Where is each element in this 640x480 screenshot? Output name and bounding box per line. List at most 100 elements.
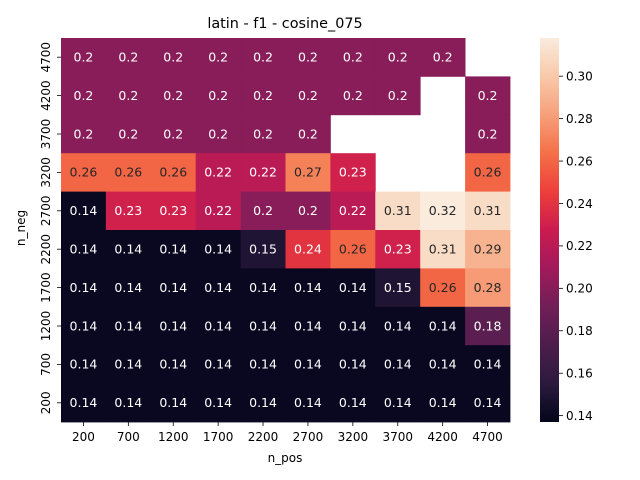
y-tick-label: 3200 xyxy=(39,157,53,188)
cell-value-label: 0.29 xyxy=(474,242,502,257)
x-axis: 200 700 1200 1700 2200 2700 3200 3700 4200 4700 xyxy=(72,422,503,444)
cell-value-label: 0.23 xyxy=(339,165,367,180)
x-tick-label: 200 xyxy=(72,430,95,444)
colorbar-tick-label: 0.20 xyxy=(566,282,593,296)
cell-value-label: 0.2 xyxy=(298,203,318,218)
heatmap-cell xyxy=(61,345,107,384)
heatmap-cell xyxy=(420,345,466,384)
heatmap-cell xyxy=(105,383,152,423)
cell-value-label: 0.2 xyxy=(163,50,183,65)
cell-value-label: 0.2 xyxy=(253,126,273,141)
cell-value-label: 0.14 xyxy=(429,395,457,410)
heatmap-cell xyxy=(285,153,331,192)
heatmap-cell xyxy=(330,345,376,384)
heatmap-cell xyxy=(150,153,197,192)
cell-value-label: 0.14 xyxy=(204,357,232,372)
heatmap-cell xyxy=(61,76,107,116)
cell-value-label: 0.14 xyxy=(474,395,502,410)
heatmap-cell xyxy=(150,268,197,308)
cell-value-label: 0.14 xyxy=(114,242,142,257)
cell-value-label: 0.14 xyxy=(204,280,232,295)
cell-value-label: 0.14 xyxy=(70,203,98,218)
cell-value-label: 0.31 xyxy=(429,242,457,257)
heatmap-cell xyxy=(420,191,466,231)
heatmap-cell xyxy=(195,268,241,308)
cell-value-label: 0.24 xyxy=(294,242,322,257)
heatmap-cell xyxy=(330,38,376,77)
cell-value-label: 0.14 xyxy=(70,318,98,333)
cell-value-label: 0.2 xyxy=(74,126,94,141)
cell-value-label: 0.26 xyxy=(474,165,502,180)
y-tick-label: 4700 xyxy=(39,42,53,73)
heatmap-cell xyxy=(195,114,241,154)
heatmap-cell xyxy=(195,383,241,423)
cell-value-label: 0.2 xyxy=(343,50,363,65)
heatmap-cell xyxy=(330,191,376,231)
y-tick-label: 200 xyxy=(39,391,53,414)
y-tick-label: 1200 xyxy=(39,311,53,342)
heatmap-cell xyxy=(465,230,511,269)
heatmap-cell xyxy=(150,345,197,384)
cell-value-label: 0.2 xyxy=(478,126,498,141)
cell-value-label: 0.14 xyxy=(70,280,98,295)
x-tick-label: 700 xyxy=(117,430,140,444)
heatmap-cell xyxy=(285,38,331,77)
cell-value-label: 0.2 xyxy=(74,88,94,103)
heatmap-cell xyxy=(105,153,152,192)
heatmap-cell xyxy=(375,345,421,384)
heatmap-cell xyxy=(285,191,331,231)
cell-value-label: 0.15 xyxy=(249,242,277,257)
heatmap-cell xyxy=(240,306,286,346)
heatmap-cell xyxy=(105,114,152,154)
heatmap-cell xyxy=(465,306,511,346)
cell-value-label: 0.14 xyxy=(249,280,277,295)
cell-value-label: 0.2 xyxy=(298,50,318,65)
heatmap-cell xyxy=(150,306,197,346)
cell-value-label: 0.14 xyxy=(294,318,322,333)
heatmap-cell xyxy=(420,268,466,308)
heatmap-cell xyxy=(285,345,331,384)
cell-value-label: 0.14 xyxy=(114,395,142,410)
cell-value-label: 0.14 xyxy=(429,318,457,333)
heatmap-cell xyxy=(105,268,152,308)
cell-value-label: 0.14 xyxy=(339,318,367,333)
cell-value-label: 0.2 xyxy=(163,88,183,103)
cell-value-label: 0.2 xyxy=(208,126,228,141)
cell-value-label: 0.14 xyxy=(339,395,367,410)
heatmap-cell xyxy=(465,76,511,116)
heatmap-cell xyxy=(105,191,152,231)
heatmap-cell xyxy=(330,76,376,116)
x-tick-label: 4200 xyxy=(427,430,458,444)
heatmap-cell xyxy=(195,345,241,384)
cell-value-label: 0.31 xyxy=(384,203,412,218)
cell-value-label: 0.2 xyxy=(478,88,498,103)
cell-value-label: 0.14 xyxy=(384,318,412,333)
colorbar-tick-label: 0.14 xyxy=(566,409,593,423)
cell-value-label: 0.23 xyxy=(114,203,142,218)
heatmap-cell xyxy=(105,76,152,116)
colorbar-tick-label: 0.24 xyxy=(566,197,593,211)
cell-value-label: 0.14 xyxy=(159,280,187,295)
cell-value-label: 0.22 xyxy=(204,203,232,218)
x-tick-label: 2200 xyxy=(248,430,279,444)
heatmap-cell xyxy=(195,230,241,269)
heatmap-cell xyxy=(240,153,286,192)
x-tick-label: 3700 xyxy=(382,430,413,444)
cell-value-label: 0.18 xyxy=(474,318,502,333)
y-tick-label: 700 xyxy=(39,353,53,376)
cell-value-label: 0.2 xyxy=(118,126,138,141)
heatmap-cell xyxy=(240,268,286,308)
heatmap-cell xyxy=(285,383,331,423)
colorbar-tick-label: 0.30 xyxy=(566,69,593,83)
y-tick-label: 1700 xyxy=(39,272,53,303)
cell-value-label: 0.14 xyxy=(384,357,412,372)
cell-value-label: 0.14 xyxy=(159,395,187,410)
heatmap-cell xyxy=(105,306,152,346)
x-tick-label: 3200 xyxy=(338,430,369,444)
heatmap-cell xyxy=(61,153,107,192)
cell-value-label: 0.2 xyxy=(208,88,228,103)
heatmap-cell xyxy=(240,114,286,154)
heatmap-cell xyxy=(375,383,421,423)
cell-value-label: 0.22 xyxy=(249,165,277,180)
